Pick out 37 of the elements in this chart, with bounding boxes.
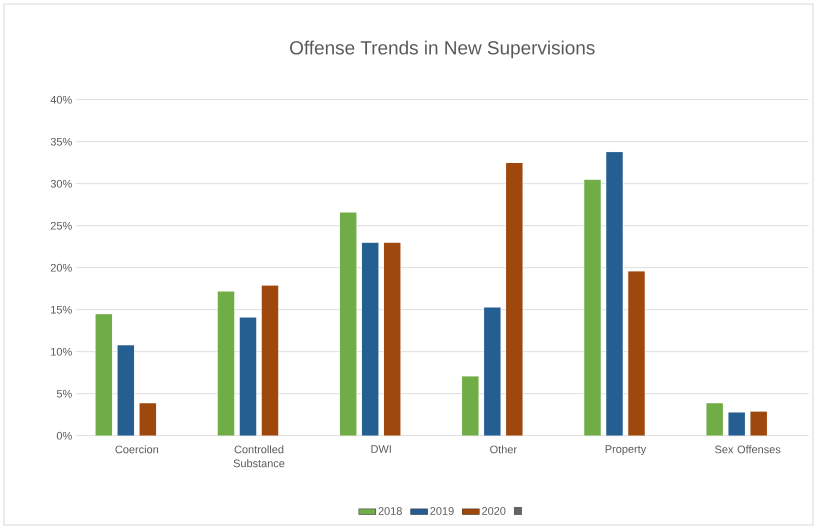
bar <box>339 212 357 436</box>
y-tick-label: 35% <box>50 138 72 146</box>
bar <box>139 402 157 436</box>
bar <box>706 402 724 436</box>
y-tick-label: 25% <box>50 222 72 230</box>
bar <box>117 344 135 436</box>
y-tick-label: 40% <box>50 96 72 104</box>
x-tick-label: Sex Offenses <box>715 445 780 454</box>
legend-label: 2020 <box>482 507 506 515</box>
bar <box>361 242 379 436</box>
bar <box>728 412 746 436</box>
y-tick-label: 10% <box>51 348 72 356</box>
bar <box>584 179 602 436</box>
bar <box>506 162 524 436</box>
legend-label: 2019 <box>430 507 454 515</box>
bar <box>95 314 113 436</box>
bar <box>383 242 401 436</box>
bar <box>484 306 502 436</box>
x-tick-label: Coercion <box>115 445 158 454</box>
bar <box>750 411 768 436</box>
y-tick-label: 5% <box>56 390 72 398</box>
legend-label: 2018 <box>378 507 402 515</box>
x-tick-label: Other <box>490 445 517 454</box>
x-tick-label: Property <box>606 445 646 456</box>
x-tick-label: Controlled Substance <box>234 445 284 468</box>
bar <box>261 285 279 436</box>
bar <box>462 376 480 436</box>
y-tick-label: 20% <box>50 264 72 272</box>
x-tick-label: DWI <box>371 445 391 453</box>
y-tick-label: 15% <box>51 306 72 314</box>
chart-title: Offense Trends in New Supervisions <box>290 40 595 58</box>
bar <box>606 152 624 436</box>
bar <box>217 291 235 436</box>
y-tick-label: 30% <box>50 180 72 188</box>
y-tick-label: 0% <box>56 432 72 440</box>
bar <box>239 317 257 436</box>
bar <box>628 270 646 436</box>
